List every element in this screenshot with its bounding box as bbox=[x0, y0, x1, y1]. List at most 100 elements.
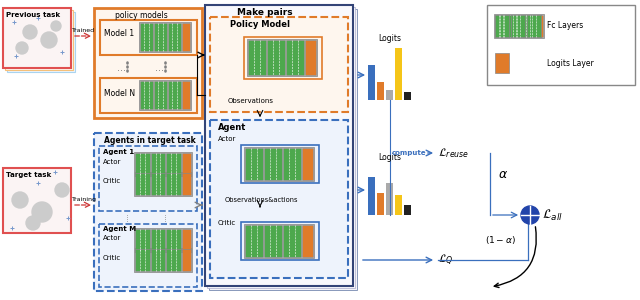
Text: Make pairs: Make pairs bbox=[237, 8, 292, 17]
Bar bbox=[166, 153, 181, 175]
Bar bbox=[283, 225, 301, 257]
Bar bbox=[377, 193, 384, 215]
Text: Training: Training bbox=[72, 197, 97, 202]
Bar bbox=[150, 229, 165, 251]
Bar bbox=[241, 222, 319, 260]
Text: $\mathcal{L}_{all}$: $\mathcal{L}_{all}$ bbox=[542, 208, 563, 223]
Circle shape bbox=[23, 25, 37, 39]
Bar bbox=[210, 17, 348, 112]
Text: Agent: Agent bbox=[218, 123, 246, 132]
Text: Actor: Actor bbox=[218, 136, 236, 142]
Text: Critic: Critic bbox=[103, 178, 121, 184]
Text: policy models: policy models bbox=[115, 11, 168, 20]
Bar bbox=[244, 224, 314, 258]
Circle shape bbox=[521, 206, 539, 224]
Bar bbox=[241, 145, 319, 183]
Text: :: : bbox=[164, 215, 166, 224]
Bar bbox=[368, 65, 375, 100]
Text: $\mathcal{L}_Q$: $\mathcal{L}_Q$ bbox=[438, 253, 454, 268]
Bar bbox=[182, 81, 190, 109]
Text: Policy Model: Policy Model bbox=[230, 20, 290, 29]
Bar bbox=[245, 225, 262, 257]
Bar bbox=[495, 53, 509, 73]
Bar bbox=[487, 5, 635, 85]
Bar bbox=[7, 12, 75, 72]
Text: Model 1: Model 1 bbox=[104, 29, 134, 38]
FancyArrowPatch shape bbox=[494, 227, 536, 287]
Bar bbox=[395, 195, 402, 215]
Bar bbox=[244, 147, 314, 181]
Text: :: : bbox=[164, 212, 166, 221]
Bar bbox=[168, 81, 181, 109]
Bar bbox=[368, 177, 375, 215]
Text: Fc Layers: Fc Layers bbox=[547, 22, 583, 31]
Bar bbox=[134, 248, 192, 272]
Bar bbox=[182, 229, 191, 251]
Bar bbox=[302, 225, 313, 257]
Bar bbox=[135, 153, 150, 175]
Bar bbox=[134, 228, 192, 252]
Bar bbox=[166, 229, 181, 251]
Bar bbox=[182, 23, 190, 51]
Bar bbox=[207, 7, 355, 288]
Bar bbox=[404, 92, 411, 100]
Bar bbox=[154, 23, 167, 51]
Text: Logits: Logits bbox=[378, 34, 401, 43]
Bar bbox=[182, 173, 191, 195]
Bar bbox=[244, 37, 322, 79]
Text: Target task: Target task bbox=[6, 172, 51, 178]
Text: Observations: Observations bbox=[228, 98, 274, 104]
Bar bbox=[267, 40, 285, 75]
Bar bbox=[302, 148, 313, 180]
Text: Model N: Model N bbox=[104, 88, 135, 98]
Bar bbox=[386, 90, 393, 100]
Text: Agent M: Agent M bbox=[103, 226, 136, 232]
Bar bbox=[134, 172, 192, 196]
Bar bbox=[264, 225, 282, 257]
Bar bbox=[99, 224, 197, 287]
Bar bbox=[150, 173, 165, 195]
Text: Agent 1: Agent 1 bbox=[103, 149, 134, 155]
Bar bbox=[511, 15, 525, 37]
Bar bbox=[404, 205, 411, 215]
Bar bbox=[94, 8, 202, 118]
Bar bbox=[182, 249, 191, 271]
Bar bbox=[395, 48, 402, 100]
Bar bbox=[377, 82, 384, 100]
Bar bbox=[305, 40, 316, 75]
Text: $\alpha$: $\alpha$ bbox=[498, 169, 508, 182]
Circle shape bbox=[51, 21, 61, 31]
Text: $(1-\alpha)$: $(1-\alpha)$ bbox=[485, 234, 516, 246]
Bar bbox=[100, 20, 197, 55]
Bar bbox=[135, 173, 150, 195]
Bar bbox=[166, 173, 181, 195]
Bar bbox=[99, 146, 197, 211]
Bar bbox=[150, 249, 165, 271]
Text: Critic: Critic bbox=[103, 255, 121, 261]
Bar bbox=[264, 148, 282, 180]
Text: ...: ... bbox=[117, 63, 126, 73]
Bar bbox=[94, 133, 202, 291]
Bar bbox=[150, 153, 165, 175]
Bar bbox=[140, 81, 153, 109]
Bar bbox=[286, 40, 304, 75]
Text: Actor: Actor bbox=[103, 235, 122, 241]
Text: Observations&actions: Observations&actions bbox=[225, 197, 298, 203]
Text: Critic: Critic bbox=[218, 220, 236, 226]
Bar bbox=[139, 80, 191, 110]
Bar bbox=[135, 229, 150, 251]
Text: ...: ... bbox=[155, 63, 164, 73]
Circle shape bbox=[32, 202, 52, 222]
Bar bbox=[209, 9, 357, 290]
Bar bbox=[386, 183, 393, 215]
Bar bbox=[527, 15, 541, 37]
Text: :: : bbox=[125, 215, 129, 224]
Circle shape bbox=[12, 192, 28, 208]
Bar bbox=[535, 15, 543, 37]
Bar bbox=[139, 22, 191, 52]
Text: Trained: Trained bbox=[72, 28, 95, 33]
Circle shape bbox=[41, 32, 57, 48]
Circle shape bbox=[55, 183, 69, 197]
Bar bbox=[134, 152, 192, 176]
Text: Logits Layer: Logits Layer bbox=[547, 58, 594, 68]
